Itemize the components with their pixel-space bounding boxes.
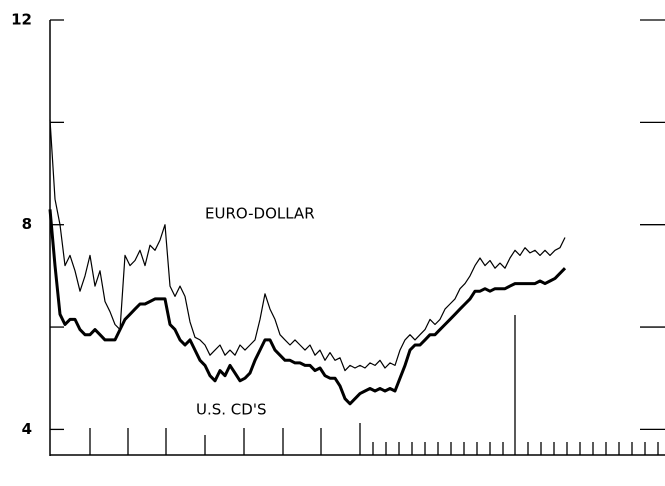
annotation: U.S. CD'S <box>196 401 266 419</box>
x-ticks <box>89 315 659 455</box>
y-tick-label: 8 <box>22 215 32 233</box>
annotation: EURO-DOLLAR <box>205 205 315 223</box>
y-tick-label: 12 <box>11 11 32 29</box>
y-tick-label: 4 <box>22 420 32 438</box>
series-line <box>49 119 566 372</box>
series-line <box>48 209 567 406</box>
